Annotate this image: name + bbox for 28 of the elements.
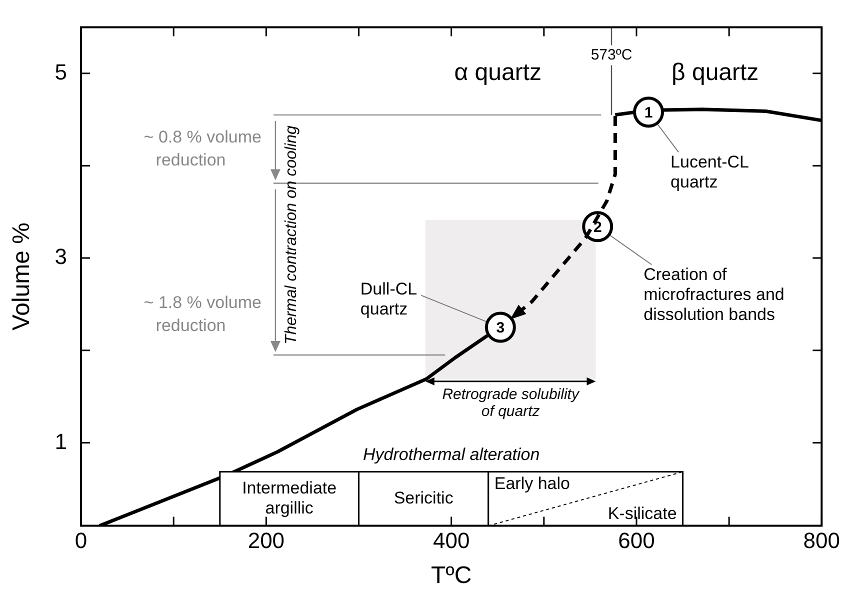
ref-line-label: 573ºC <box>590 46 632 64</box>
band-label: Retrograde solubility of quartz <box>442 386 580 420</box>
annotation: Dull-CL quartz <box>360 279 418 318</box>
x-tick-label: 400 <box>432 528 470 554</box>
x-tick-label: 0 <box>74 528 88 554</box>
band-label: Early halo <box>494 474 570 493</box>
annotation: ~ 0.8 % volume reduction <box>144 127 262 170</box>
annotation: Hydrothermal alteration <box>362 445 540 464</box>
x-axis-title: TºC <box>430 562 472 590</box>
x-tick-label: 800 <box>803 528 840 554</box>
x-tick-label: 600 <box>618 528 655 554</box>
annotation: Creation of microfractures and dissolution bands <box>644 264 784 324</box>
y-tick-label: 1 <box>54 428 68 454</box>
band-label: Sericitic <box>394 488 454 508</box>
annotation: 1 <box>644 104 653 122</box>
annotation: 3 <box>496 319 505 336</box>
y-axis-title: Volume % <box>8 222 36 331</box>
band-label: Intermediate argillic <box>242 478 337 518</box>
y-tick-label: 5 <box>54 59 68 84</box>
annotation: Thermal contraction on cooling <box>282 125 300 344</box>
y-tick-label: 3 <box>54 244 68 270</box>
x-tick-label: 200 <box>248 528 285 554</box>
annotation: α quartz <box>454 58 542 86</box>
annotation: ~ 1.8 % volume reduction <box>144 293 262 336</box>
annotation: K-silicate <box>608 504 677 523</box>
annotation: Lucent-CL quartz <box>670 152 749 192</box>
annotation: 2 <box>593 218 602 236</box>
annotation: β quartz <box>672 58 759 86</box>
